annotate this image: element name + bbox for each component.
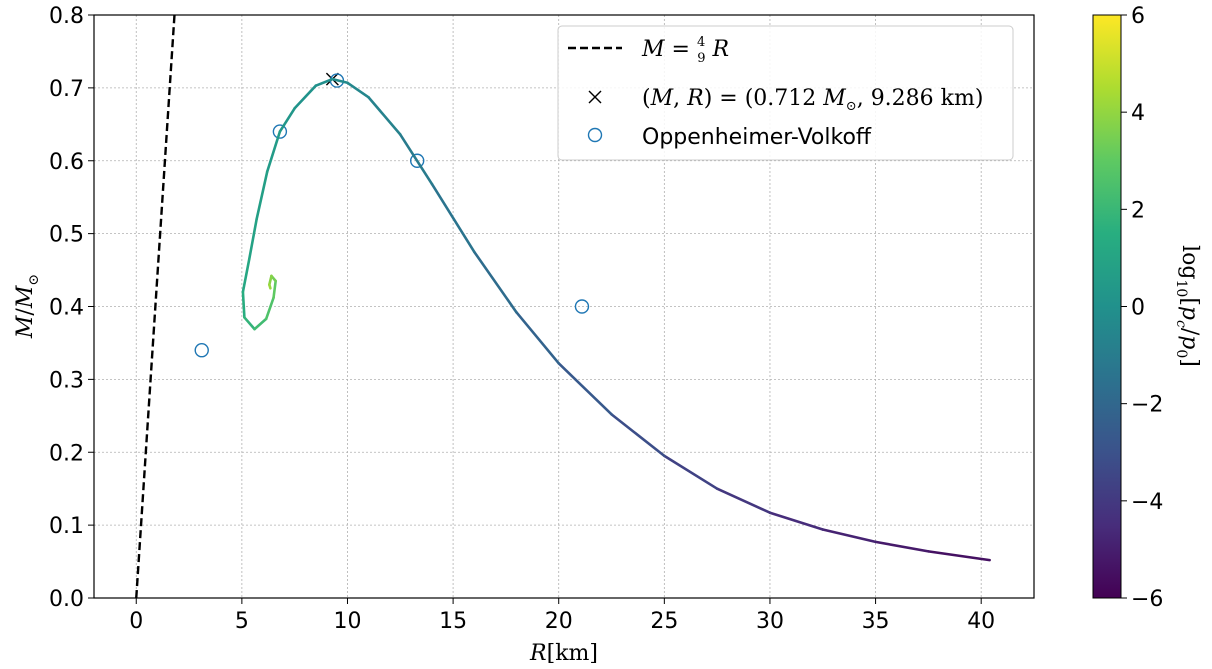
mass-radius-curve-segment — [314, 77, 334, 87]
y-tick-label: 0.8 — [49, 4, 84, 29]
mass-radius-curve-segment — [241, 257, 251, 294]
y-axis-label: M/M⊙ — [13, 274, 42, 339]
legend-x-marker — [588, 90, 602, 104]
mass-radius-curve-segment — [272, 279, 277, 300]
colorbar — [1092, 14, 1122, 599]
colorbar-tick-label: 4 — [1131, 101, 1145, 126]
colorbar-tick-label: −4 — [1131, 490, 1163, 515]
x-axis-label: R[km] — [529, 641, 598, 666]
mass-radius-curve-segment — [241, 290, 246, 319]
ov-data-point — [194, 343, 209, 358]
mass-radius-curve-segment — [331, 77, 349, 85]
y-tick-label: 0.7 — [49, 77, 84, 102]
ov-data-point — [409, 153, 425, 168]
y-tick-label: 0.6 — [49, 150, 84, 175]
x-tick-label: 15 — [439, 609, 467, 634]
mass-radius-curve-segment — [927, 550, 991, 562]
legend-circle-marker — [587, 127, 603, 143]
axis-ticks: 0 5 10 15 20 25 30 35 40 0.0 0.1 0.2 0.3 0.4 0.5 0.6 0.7… — [49, 4, 995, 634]
mass-radius-curve-segment — [243, 316, 256, 331]
mass-radius-curve-segment — [430, 182, 476, 254]
mass-radius-curve-segment — [367, 96, 402, 136]
legend-label-ov: Oppenheimer-Volkoff — [642, 125, 872, 150]
x-tick-label: 25 — [650, 609, 678, 634]
mass-radius-curve-segment — [768, 511, 825, 531]
y-tick-label: 0.3 — [49, 368, 84, 393]
colorbar-tick-label: 6 — [1131, 4, 1145, 29]
mass-radius-curve-segment — [663, 454, 719, 490]
limit-line — [135, 15, 176, 598]
mass-radius-curve-segment — [821, 528, 877, 544]
x-tick-label: 0 — [129, 609, 143, 634]
mass-radius-curve-segment — [265, 130, 282, 173]
mass-radius-curve-segment — [472, 250, 518, 314]
legend-label-max-point: (M, R) = (0.712 M⊙, 9.286 km) — [642, 86, 983, 114]
mass-radius-curve-segment — [278, 106, 296, 133]
mass-radius-curve-segment — [247, 217, 258, 261]
x-tick-label: 5 — [235, 609, 249, 634]
colorbar-tick-label: −6 — [1131, 587, 1163, 612]
mass-radius-curve-segment — [398, 133, 434, 186]
mass-radius-curve-segment — [715, 487, 772, 515]
y-tick-label: 0.4 — [49, 296, 84, 321]
colorbar-tick-label: −2 — [1131, 393, 1163, 418]
mass-radius-curve-segment — [268, 283, 272, 290]
mass-radius-curve-segment — [610, 413, 666, 458]
y-tick-label: 0.0 — [49, 587, 84, 612]
x-tick-label: 30 — [756, 609, 784, 634]
colorbar-ticks: −6 −4 −2 0 2 4 6 — [1121, 4, 1163, 612]
ov-data-point — [272, 124, 288, 139]
mass-radius-curve-segment — [293, 84, 318, 110]
plot-area — [135, 15, 991, 598]
mass-radius-curve-segment — [255, 170, 269, 221]
y-tick-label: 0.1 — [49, 514, 84, 539]
mass-radius-curve-segment — [874, 540, 930, 553]
mass-radius-curve-segment — [253, 317, 268, 331]
y-tick-label: 0.5 — [49, 223, 84, 248]
y-tick-label: 0.2 — [49, 441, 84, 466]
ov-data-point — [574, 299, 590, 314]
mass-radius-curve-segment — [515, 311, 561, 365]
x-tick-label: 35 — [862, 609, 890, 634]
mass-radius-curve-segment — [264, 296, 275, 321]
colorbar-label: log10[pc/p0] — [1173, 245, 1202, 367]
colorbar-tick-label: 0 — [1131, 296, 1145, 321]
mass-radius-curve-segment — [346, 81, 370, 99]
mass-radius-curve-segment — [268, 274, 273, 286]
legend-box — [557, 25, 1014, 161]
x-tick-label: 20 — [545, 609, 573, 634]
x-tick-label: 40 — [967, 609, 995, 634]
mass-radius-curve-segment — [557, 362, 613, 416]
x-tick-label: 10 — [333, 609, 361, 634]
colorbar-tick-label: 2 — [1131, 198, 1145, 223]
